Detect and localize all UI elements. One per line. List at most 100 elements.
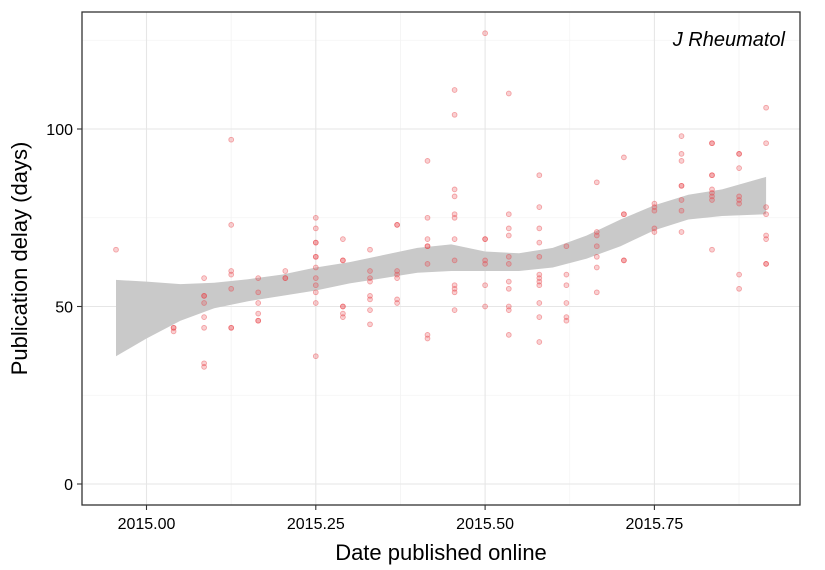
data-point [394, 296, 400, 303]
data-point [563, 300, 570, 306]
data-point [536, 300, 543, 306]
data-point [367, 293, 373, 299]
data-point [394, 222, 400, 228]
data-point [563, 314, 570, 320]
data-point [678, 197, 685, 203]
data-point [482, 236, 488, 242]
confidence-band [116, 176, 767, 357]
data-point [451, 282, 458, 289]
data-point [201, 275, 207, 281]
y-axis-title: Publication delay (days) [7, 142, 32, 376]
data-point [536, 204, 543, 210]
data-point [282, 275, 289, 281]
data-point [678, 182, 685, 189]
smooth-confidence-band [116, 176, 767, 357]
data-point [424, 214, 431, 221]
data-point [736, 271, 742, 278]
data-point [505, 332, 512, 338]
data-point [201, 293, 207, 299]
data-point [312, 264, 319, 271]
data-point [709, 186, 715, 193]
data-point [451, 307, 458, 313]
data-point [312, 289, 319, 296]
data-point [312, 253, 319, 260]
data-point [621, 257, 627, 264]
data-point [170, 328, 177, 335]
data-point [451, 257, 458, 264]
x-tick-label: 2015.50 [456, 516, 514, 533]
data-point [340, 303, 346, 310]
data-point [451, 193, 458, 200]
data-point [536, 314, 543, 320]
data-point [424, 335, 431, 342]
data-point [201, 314, 207, 320]
data-point [451, 111, 458, 118]
journal-annotation: J Rheumatol [672, 29, 786, 51]
data-point [312, 282, 319, 289]
data-point [312, 300, 319, 306]
data-point [505, 232, 512, 239]
data-points [113, 30, 769, 370]
data-point [763, 236, 769, 242]
data-point [709, 172, 715, 179]
data-point [621, 211, 627, 218]
data-point [255, 275, 262, 281]
x-tick-label: 2015.00 [118, 516, 176, 533]
data-point [312, 239, 319, 246]
data-point [505, 253, 512, 260]
data-point [505, 261, 512, 267]
data-point [394, 222, 400, 228]
data-point [536, 282, 543, 289]
data-point [424, 243, 431, 250]
data-point [482, 282, 488, 289]
y-tick-label: 100 [46, 122, 73, 139]
data-point [282, 268, 289, 274]
data-point [709, 140, 715, 147]
data-point [536, 172, 543, 179]
data-point [536, 271, 543, 278]
data-point [678, 158, 685, 164]
data-point [482, 236, 488, 242]
data-point [505, 225, 512, 232]
data-point [651, 200, 658, 207]
data-point [170, 324, 177, 331]
data-point [593, 264, 600, 271]
data-point [451, 211, 458, 218]
data-point [536, 278, 543, 285]
data-point [394, 300, 400, 306]
data-point [505, 307, 512, 313]
data-point [563, 317, 570, 324]
data-point [621, 154, 627, 161]
data-point [340, 314, 346, 320]
data-point [201, 300, 207, 306]
data-point [394, 268, 400, 274]
data-point [536, 253, 543, 260]
data-point [763, 140, 769, 147]
data-point [651, 204, 658, 210]
data-point [312, 214, 319, 221]
data-point [482, 257, 488, 264]
data-point [593, 232, 600, 239]
data-point [736, 151, 742, 157]
data-point [255, 300, 262, 306]
data-point [340, 257, 346, 264]
data-point [201, 324, 207, 331]
data-point [593, 243, 600, 250]
data-point [482, 30, 488, 37]
data-point [424, 158, 431, 164]
data-point [282, 275, 289, 281]
data-point [340, 257, 346, 264]
data-point [255, 289, 262, 296]
data-point [763, 261, 769, 267]
data-point [451, 285, 458, 292]
data-point [709, 193, 715, 200]
data-point [736, 193, 742, 200]
data-point [736, 285, 742, 292]
data-point [424, 243, 431, 250]
data-point [505, 211, 512, 218]
x-axis-title: Date published online [335, 540, 547, 565]
data-point [255, 317, 262, 324]
data-point [451, 186, 458, 193]
data-point [201, 293, 207, 299]
